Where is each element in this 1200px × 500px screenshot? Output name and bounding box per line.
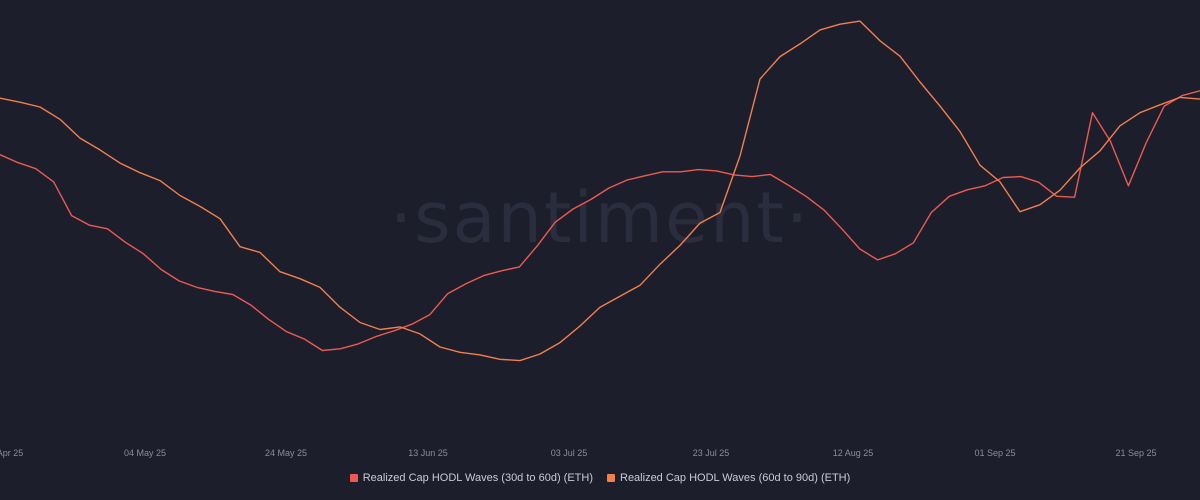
legend-item-60d-90d[interactable]: Realized Cap HODL Waves (60d to 90d) (ET… (607, 472, 850, 484)
x-tick-label: 13 Jun 25 (408, 448, 448, 458)
x-axis: Apr 25 04 May 25 24 May 25 13 Jun 25 03 Jul … (0, 448, 1157, 458)
legend-label-60d-90d: Realized Cap HODL Waves (60d to 90d) (ET… (620, 472, 851, 484)
legend: Realized Cap HODL Waves (30d to 60d) (ET… (0, 472, 1200, 484)
legend-item-30d-60d[interactable]: Realized Cap HODL Waves (30d to 60d) (ET… (349, 472, 593, 484)
watermark: ·santiment· (390, 177, 810, 259)
x-tick-label: 04 May 25 (124, 448, 166, 458)
series-layer (0, 20, 1200, 362)
series-line-60d-90d (0, 20, 1200, 362)
x-tick-label: 01 Sep 25 (974, 448, 1015, 458)
x-tick-label: 03 Jul 25 (551, 448, 588, 458)
x-tick-label: 23 Jul 25 (693, 448, 730, 458)
legend-swatch-30d-60d (349, 474, 358, 482)
x-tick-label: 12 Aug 25 (833, 448, 874, 458)
x-tick-label: Apr 25 (0, 448, 23, 458)
legend-label-30d-60d: Realized Cap HODL Waves (30d to 60d) (ET… (362, 472, 593, 484)
legend-swatch-60d-90d (607, 474, 615, 482)
x-tick-label: 21 Sep 25 (1115, 448, 1156, 458)
series-line-30d-60d (0, 90, 1200, 352)
x-tick-label: 24 May 25 (265, 448, 307, 458)
